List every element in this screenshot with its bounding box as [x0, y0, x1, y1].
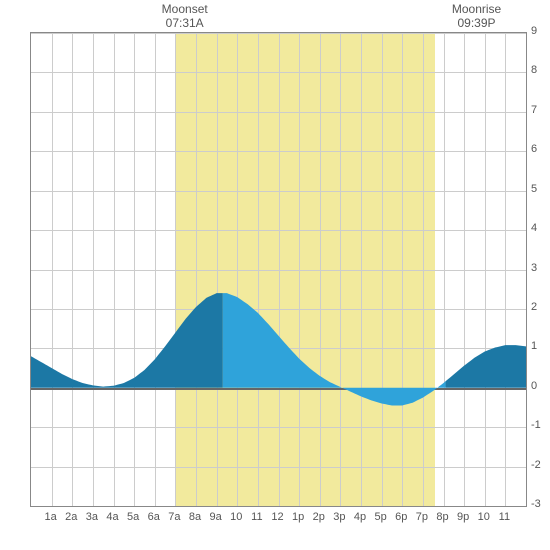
- x-tick-label: 9p: [453, 511, 473, 523]
- y-tick-label: 9: [531, 25, 550, 39]
- x-tick-label: 8a: [185, 511, 205, 523]
- moonset-label: Moonset07:31A: [150, 2, 220, 30]
- x-tick-label: 6p: [391, 511, 411, 523]
- moonrise-label: Moonrise09:39P: [442, 2, 512, 30]
- x-tick-label: 1p: [288, 511, 308, 523]
- y-tick-label: 3: [531, 262, 550, 276]
- y-tick-label: 7: [531, 104, 550, 118]
- x-tick-label: 8p: [433, 511, 453, 523]
- x-tick-label: 11: [247, 511, 267, 523]
- y-tick-label: 2: [531, 301, 550, 315]
- x-tick-label: 2p: [309, 511, 329, 523]
- y-tick-label: -3: [531, 498, 550, 512]
- tide-segment: [223, 293, 446, 405]
- x-tick-label: 12: [268, 511, 288, 523]
- x-tick-label: 10: [474, 511, 494, 523]
- moonrise-time: 09:39P: [442, 16, 512, 30]
- x-tick-label: 2a: [61, 511, 81, 523]
- y-tick-label: -1: [531, 419, 550, 433]
- x-tick-label: 4p: [350, 511, 370, 523]
- plot-area: [30, 32, 527, 507]
- x-tick-label: 3a: [82, 511, 102, 523]
- x-tick-label: 5a: [123, 511, 143, 523]
- x-tick-label: 10: [226, 511, 246, 523]
- x-tick-label: 5p: [371, 511, 391, 523]
- x-tick-label: 9a: [206, 511, 226, 523]
- x-tick-label: 7a: [164, 511, 184, 523]
- x-tick-label: 6a: [144, 511, 164, 523]
- tide-area: [31, 33, 526, 506]
- x-tick-label: 4a: [103, 511, 123, 523]
- y-tick-label: 8: [531, 64, 550, 78]
- y-tick-label: 5: [531, 183, 550, 197]
- y-tick-label: 6: [531, 143, 550, 157]
- y-tick-label: 0: [531, 380, 550, 394]
- x-tick-label: 11: [494, 511, 514, 523]
- y-tick-label: -2: [531, 459, 550, 473]
- x-tick-label: 7p: [412, 511, 432, 523]
- y-tick-label: 4: [531, 222, 550, 236]
- gridline-h: [31, 506, 526, 507]
- x-tick-label: 1a: [41, 511, 61, 523]
- moonset-time: 07:31A: [150, 16, 220, 30]
- moonset-title: Moonset: [162, 2, 208, 16]
- moonrise-title: Moonrise: [452, 2, 501, 16]
- y-tick-label: 1: [531, 340, 550, 354]
- x-tick-label: 3p: [329, 511, 349, 523]
- tide-chart: 1a2a3a4a5a6a7a8a9a1011121p2p3p4p5p6p7p8p…: [0, 0, 550, 550]
- tide-segment: [31, 293, 223, 388]
- tide-segment: [446, 345, 526, 388]
